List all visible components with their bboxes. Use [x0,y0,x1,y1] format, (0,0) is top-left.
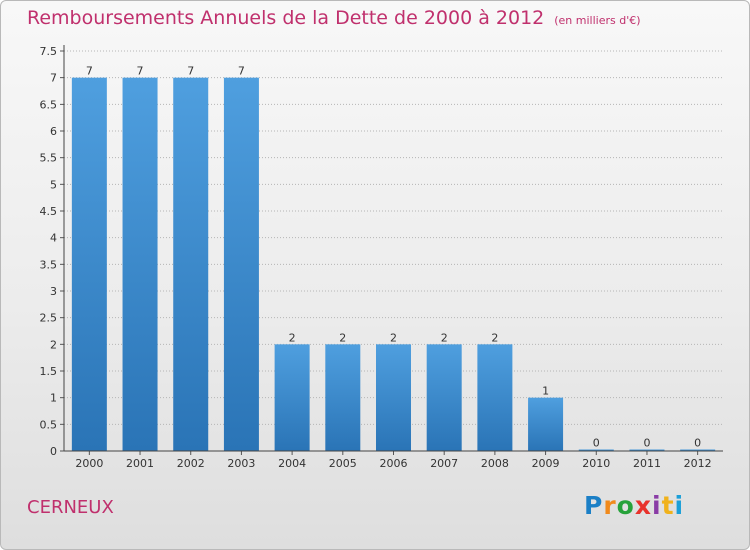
x-tick-label: 2001 [126,457,154,470]
logo-letter: P [584,491,604,520]
logo-letter: t [661,491,675,520]
logo-letter: x [634,491,652,520]
bar [680,449,716,451]
bar [629,449,665,451]
bar-value-label: 2 [289,331,296,344]
bar-value-label: 7 [187,65,194,78]
bar [477,344,513,451]
bar-value-label: 7 [238,65,245,78]
bar-value-label: 7 [86,65,93,78]
y-tick-label: 0 [50,445,57,458]
y-tick-label: 2 [50,338,57,351]
bar-value-label: 2 [441,331,448,344]
bar-value-label: 2 [339,331,346,344]
logo-letter: i [674,491,685,520]
x-tick-label: 2003 [227,457,255,470]
x-tick-label: 2004 [278,457,306,470]
bar-value-label: 7 [137,65,144,78]
y-tick-label: 5 [50,178,57,191]
y-tick-label: 4.5 [40,205,58,218]
bar [173,77,209,452]
bar [426,344,462,451]
y-tick-label: 7 [50,72,57,85]
bar [376,344,411,451]
x-tick-label: 2006 [380,457,408,470]
y-tick-label: 1.5 [40,365,58,378]
x-tick-label: 2000 [75,457,103,470]
bar-value-label: 2 [491,331,498,344]
chart-title-text: Remboursements Annuels de la Dette de 20… [27,7,545,29]
y-tick-label: 2.5 [40,312,58,325]
y-tick-label: 6.5 [40,98,58,111]
x-tick-label: 2007 [430,457,458,470]
x-tick-label: 2005 [329,457,357,470]
chart-title: Remboursements Annuels de la Dette de 20… [27,7,641,29]
bar-value-label: 1 [542,385,549,398]
x-tick-label: 2012 [684,457,712,470]
bar [223,77,259,452]
y-tick-label: 3 [50,285,57,298]
x-tick-label: 2011 [633,457,661,470]
y-tick-label: 3.5 [40,258,58,271]
x-tick-label: 2002 [177,457,205,470]
y-tick-label: 0.5 [40,418,58,431]
y-tick-label: 1 [50,392,57,405]
chart-subtitle: (en milliers d'€) [554,14,641,27]
commune-name: CERNEUX [27,497,114,518]
y-tick-label: 5.5 [40,152,58,165]
x-tick-label: 2008 [481,457,509,470]
bar [528,397,564,451]
bar-value-label: 0 [593,437,600,450]
logo-letter: o [616,491,635,520]
y-tick-label: 4 [50,232,57,245]
bar [578,449,614,451]
y-tick-label: 7.5 [40,45,58,58]
proxiti-logo: Proxiti [584,491,684,520]
x-tick-label: 2009 [532,457,560,470]
bar [325,344,361,451]
x-tick-label: 2010 [582,457,610,470]
y-tick-label: 6 [50,125,57,138]
bar [274,344,310,451]
logo-letter: i [652,491,662,520]
bar-value-label: 2 [390,331,397,344]
bar [71,77,107,452]
bar [122,77,158,452]
bar-value-label: 0 [643,437,650,450]
logo-letter: r [603,491,617,520]
bar-value-label: 0 [694,437,701,450]
